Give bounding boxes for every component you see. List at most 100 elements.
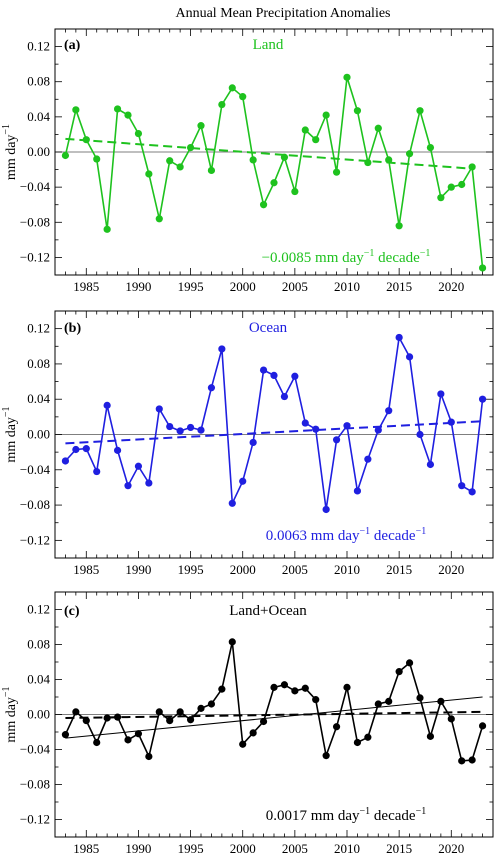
y-tick-label: 0.12 <box>27 39 50 54</box>
x-tick-label: 1990 <box>125 562 151 577</box>
y-tick-label: −0.08 <box>20 497 50 512</box>
data-point <box>416 430 424 439</box>
y-axis-label: mm day−1 <box>1 124 19 180</box>
y-tick-label: −0.04 <box>20 742 51 757</box>
y-tick-label: −0.08 <box>20 777 50 792</box>
x-tick-label: 2020 <box>438 841 464 853</box>
data-point <box>364 733 372 741</box>
data-point <box>197 704 205 712</box>
x-tick-label: 2020 <box>438 279 464 294</box>
y-axis-label-sup: −1 <box>1 124 12 135</box>
data-point <box>176 427 184 435</box>
x-tick-label: 1985 <box>73 562 99 577</box>
data-point <box>301 419 309 427</box>
y-tick-label: 0.12 <box>27 602 50 617</box>
data-point <box>113 446 122 454</box>
data-point <box>332 168 341 176</box>
y-tick-label: −0.12 <box>20 249 50 264</box>
data-point <box>249 156 257 164</box>
data-point <box>197 122 205 130</box>
data-point <box>103 401 111 409</box>
data-point <box>270 371 278 379</box>
data-point <box>61 151 70 160</box>
data-point <box>166 157 174 165</box>
x-tick-label: 2000 <box>230 841 256 853</box>
x-tick-label: 1995 <box>178 279 204 294</box>
data-point <box>124 736 132 744</box>
data-point <box>353 738 362 747</box>
data-point <box>405 659 414 667</box>
data-point <box>134 730 143 738</box>
data-point <box>145 170 153 178</box>
data-point <box>186 144 195 152</box>
series-line <box>64 77 484 269</box>
data-point <box>353 107 362 115</box>
y-tick-label: −0.04 <box>20 179 51 194</box>
data-point <box>426 144 435 152</box>
data-point <box>353 487 362 495</box>
data-point <box>395 222 403 230</box>
trend-annotation: −0.0085 mm day−1 decade−1 <box>262 248 431 266</box>
series-label: Land+Ocean <box>229 603 307 619</box>
y-tick-label: 0.12 <box>27 321 50 336</box>
x-tick-label: 2010 <box>334 562 360 577</box>
panel-label: (b) <box>64 321 81 336</box>
data-point <box>312 136 320 144</box>
data-point <box>458 482 466 490</box>
data-point <box>447 418 455 426</box>
trend-sup-1: −1 <box>364 248 375 259</box>
y-axis-label-text: mm day <box>4 135 19 181</box>
data-point <box>468 163 476 171</box>
data-point <box>280 392 289 401</box>
x-tick-label: 1985 <box>73 279 99 294</box>
y-tick-label: 0.08 <box>27 356 50 371</box>
data-point <box>270 683 278 691</box>
y-axis-label-text: mm day <box>4 417 19 463</box>
y-axis-label: mm day−1 <box>1 686 19 742</box>
data-point <box>197 426 205 434</box>
data-point <box>166 422 174 431</box>
data-point <box>218 345 226 353</box>
trend-value: 0.0017 mm day <box>266 808 360 824</box>
x-tick-label: 2015 <box>386 562 412 577</box>
trend-sup-2: −1 <box>416 806 427 817</box>
x-tick-label: 2015 <box>386 279 412 294</box>
x-tick-label: 2015 <box>386 841 412 853</box>
x-tick-label: 2010 <box>334 841 360 853</box>
data-point <box>207 700 216 708</box>
data-point <box>155 405 163 413</box>
data-point <box>385 697 393 705</box>
y-tick-label: 0.00 <box>27 427 50 442</box>
y-tick-label: 0.08 <box>27 637 50 652</box>
data-point <box>312 425 320 433</box>
data-point <box>332 436 341 444</box>
data-point <box>374 700 382 708</box>
data-point <box>218 685 226 693</box>
data-point <box>478 395 487 403</box>
data-point <box>437 194 445 202</box>
y-axis-label: mm day−1 <box>1 406 19 462</box>
x-tick-label: 2000 <box>230 279 256 294</box>
x-tick-label: 1985 <box>73 841 99 853</box>
trend-decade: decade <box>370 808 416 824</box>
data-point <box>218 100 226 109</box>
x-tick-label: 2005 <box>282 841 308 853</box>
y-tick-label: −0.04 <box>20 462 51 477</box>
data-point <box>322 752 330 760</box>
data-point <box>124 111 132 119</box>
panel-label: (a) <box>64 38 81 53</box>
panel-label: (c) <box>64 604 80 619</box>
data-point <box>186 716 195 724</box>
trend-line-dashed <box>65 137 473 170</box>
trend-annotation: 0.0063 mm day−1 decade−1 <box>266 526 426 544</box>
data-point <box>364 455 372 463</box>
data-point <box>207 166 216 175</box>
data-point <box>103 714 111 722</box>
data-point <box>228 499 236 507</box>
data-point <box>124 482 132 490</box>
x-tick-label: 2005 <box>282 562 308 577</box>
x-tick-label: 2020 <box>438 562 464 577</box>
data-point <box>478 722 487 730</box>
data-point <box>249 729 257 737</box>
